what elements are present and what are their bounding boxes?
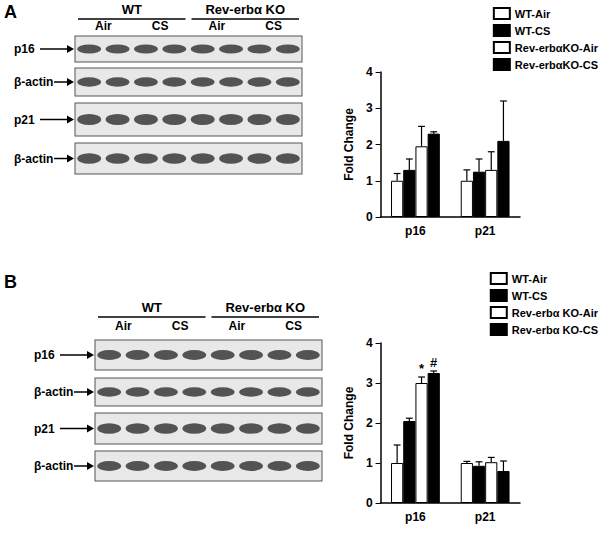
svg-text:WT-CS: WT-CS [515,25,550,37]
svg-text:p16: p16 [405,510,426,524]
svg-text:p21: p21 [14,113,35,127]
svg-text:Air: Air [209,19,226,33]
svg-text:WT-Air: WT-Air [515,8,551,20]
svg-text:WT-CS: WT-CS [512,290,547,302]
svg-text:Rev-erbα KO: Rev-erbα KO [225,300,305,315]
svg-text:CS: CS [285,319,302,333]
svg-text:β-actin: β-actin [34,459,73,473]
svg-text:2: 2 [366,416,373,430]
svg-text:Fold Change: Fold Change [342,386,356,459]
svg-text:B: B [4,272,17,292]
svg-text:β-actin: β-actin [34,385,73,399]
svg-text:0: 0 [366,496,373,510]
svg-text:WT: WT [122,2,142,17]
svg-text:0: 0 [366,210,373,224]
svg-text:3: 3 [366,101,373,115]
svg-text:Air: Air [115,319,132,333]
svg-text:CS: CS [172,319,189,333]
svg-text:3: 3 [366,376,373,390]
svg-text:2: 2 [366,138,373,152]
svg-text:p16: p16 [14,42,35,56]
svg-text:CS: CS [152,19,169,33]
svg-text:CS: CS [265,19,282,33]
svg-text:Fold Change: Fold Change [342,108,356,181]
svg-text:p16: p16 [34,348,55,362]
svg-text:Rev-erbα KO: Rev-erbα KO [205,2,285,17]
svg-text:Rev-erbα KO-Air: Rev-erbα KO-Air [512,307,599,319]
svg-text:A: A [4,2,17,22]
svg-text:Air: Air [229,319,246,333]
svg-text:p21: p21 [475,510,496,524]
svg-text:WT: WT [142,300,162,315]
svg-text:p21: p21 [34,422,55,436]
svg-text:4: 4 [366,336,373,350]
svg-text:Rev-erbαKO-CS: Rev-erbαKO-CS [515,59,598,71]
svg-text:p16: p16 [405,224,426,238]
svg-text:p21: p21 [475,224,496,238]
svg-text:#: # [430,355,438,370]
svg-text:1: 1 [366,456,373,470]
svg-text:*: * [419,361,425,376]
svg-text:WT-Air: WT-Air [512,273,548,285]
svg-text:Air: Air [95,19,112,33]
svg-text:4: 4 [366,65,373,79]
svg-text:Rev-erbα KO-CS: Rev-erbα KO-CS [512,324,598,336]
svg-text:β-actin: β-actin [14,152,53,166]
svg-text:Rev-erbαKO-Air: Rev-erbαKO-Air [515,42,599,54]
svg-text:1: 1 [366,174,373,188]
svg-text:β-actin: β-actin [14,75,53,89]
